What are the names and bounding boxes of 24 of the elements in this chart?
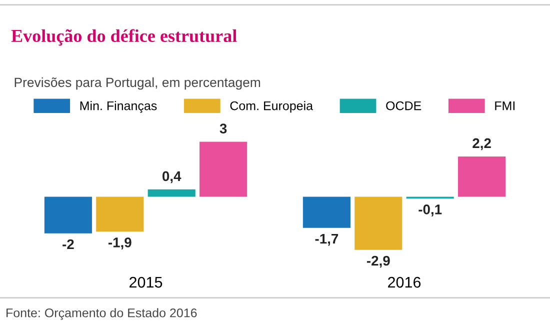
chart-title: Evolução do défice estrutural bbox=[11, 29, 237, 46]
data-label: -1,7 bbox=[315, 234, 338, 246]
bar bbox=[458, 156, 506, 197]
legend-label: FMI bbox=[495, 101, 514, 110]
data-label: 0,4 bbox=[162, 171, 182, 184]
bar bbox=[354, 196, 402, 250]
bar bbox=[302, 196, 350, 228]
legend-label: Com. Europeia bbox=[230, 101, 314, 113]
data-label: 3 bbox=[220, 124, 227, 134]
data-label: -1,9 bbox=[108, 238, 132, 250]
source-note: Fonte: Orçamento do Estado 2016 bbox=[6, 308, 197, 320]
data-label: -2 bbox=[62, 239, 74, 250]
bar bbox=[44, 196, 92, 234]
data-label: -2,9 bbox=[366, 256, 390, 268]
chart-subtitle: Previsões para Portugal, em percentagem bbox=[14, 77, 260, 90]
legend-label: OCDE bbox=[386, 101, 422, 110]
x-tick-label: 2016 bbox=[388, 276, 421, 288]
legend-label: Min. Finanças bbox=[80, 101, 157, 113]
x-tick-label: 2015 bbox=[130, 276, 162, 288]
bar bbox=[96, 196, 144, 232]
bar bbox=[148, 189, 196, 197]
data-label: 2,2 bbox=[472, 138, 491, 150]
bar bbox=[200, 142, 248, 197]
data-label: -0,1 bbox=[418, 204, 442, 216]
